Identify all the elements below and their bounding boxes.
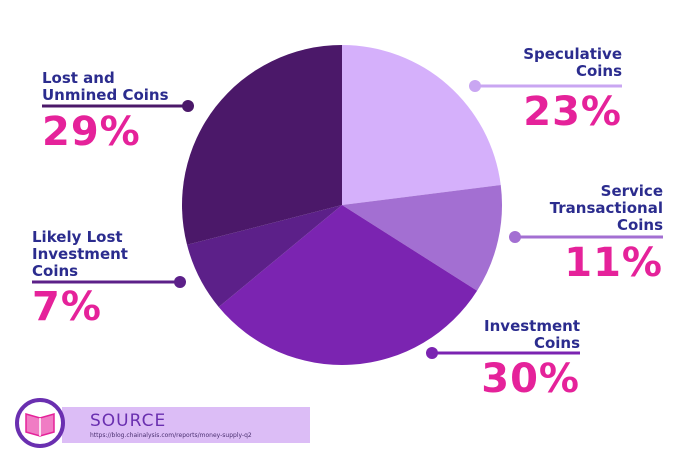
leader-dot [426, 347, 438, 359]
slice-label: Speculative Coins [523, 45, 622, 80]
source-block [15, 398, 310, 448]
pie-slice [342, 184, 502, 291]
pie-slice [218, 205, 478, 366]
pie [181, 45, 502, 366]
leader-dot [509, 231, 521, 243]
pie-slice [187, 205, 342, 307]
slice-value-label: 11% [564, 240, 663, 286]
leader-lines [32, 80, 663, 359]
slice-value-label: 30% [481, 356, 580, 402]
source-title: SOURCE [90, 411, 167, 431]
leader-dot [182, 100, 194, 112]
leader-dot [174, 276, 186, 288]
pie-slice [342, 45, 501, 205]
slice-value-label: 29% [42, 109, 141, 155]
source-bar [62, 407, 310, 443]
slice-label: Likely Lost Investment Coins [32, 228, 128, 280]
pie-slice [181, 45, 342, 245]
slice-label: Lost and Unmined Coins [42, 69, 169, 104]
slice-value-label: 23% [523, 89, 622, 135]
slice-value-label: 7% [32, 284, 102, 330]
leader-dot [469, 80, 481, 92]
slice-label: Investment Coins [484, 317, 580, 352]
source-url: https://blog.chainalysis.com/reports/mon… [90, 432, 252, 439]
slice-label: Service Transactional Coins [549, 182, 663, 234]
